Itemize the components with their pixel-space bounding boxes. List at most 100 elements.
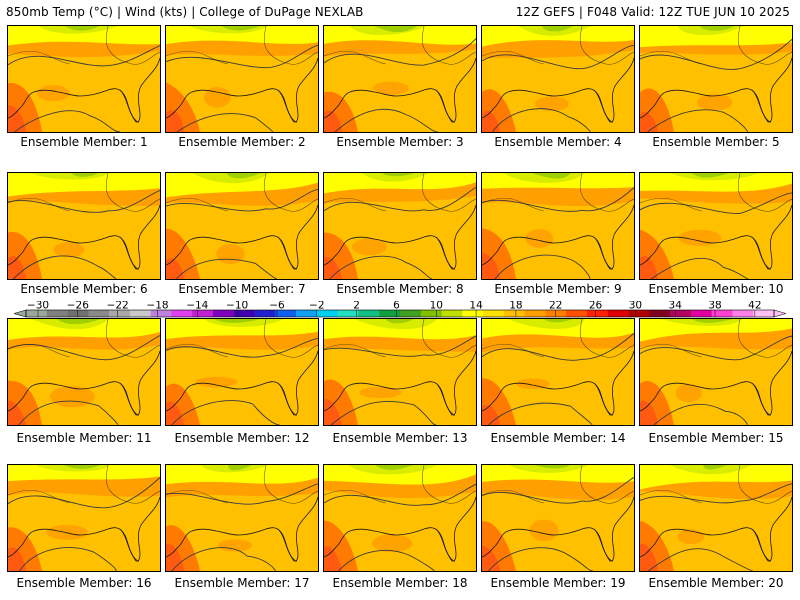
colorbar-swatch [690,310,712,317]
colorbar-swatch [483,310,505,317]
ensemble-member-label: Ensemble Member: 1 [20,135,148,149]
colorbar-swatch [192,310,214,317]
colorbar-swatch [566,310,588,317]
colorbar-swatch [649,310,671,317]
temperature-field [324,319,476,425]
ensemble-member-label: Ensemble Member: 20 [648,576,784,590]
ensemble-member-map [639,464,793,572]
temperature-field [482,26,634,132]
colorbar-swatch [420,310,442,317]
ensemble-member-map [7,25,161,133]
temperature-field [8,26,160,132]
colorbar-swatch [46,310,68,317]
ensemble-member-label: Ensemble Member: 10 [648,282,784,296]
ensemble-member-map [481,172,635,280]
ensemble-member-label: Ensemble Member: 4 [494,135,622,149]
ensemble-member-map [165,464,319,572]
colorbar-swatch [753,310,775,317]
colorbar-tick-label: −14 [186,301,208,312]
colorbar-tick-label: 34 [669,301,683,312]
ensemble-member-label: Ensemble Member: 13 [332,431,468,445]
colorbar-swatch [462,310,484,317]
colorbar-tick-label: −10 [226,301,248,312]
temperature-field [8,319,160,425]
colorbar-swatch [254,310,276,317]
colorbar-tick-label: 10 [430,301,443,312]
temperature-field [8,465,160,571]
colorbar-swatch [316,310,338,317]
ensemble-member-label: Ensemble Member: 8 [336,282,464,296]
temperature-field [640,319,792,425]
model-run-info: 12Z GEFS | F048 Valid: 12Z TUE JUN 10 20… [515,5,790,19]
ensemble-member-label: Ensemble Member: 19 [490,576,626,590]
colorbar-swatch [670,310,692,317]
temperature-field [166,173,318,279]
ensemble-member-label: Ensemble Member: 5 [652,135,780,149]
ensemble-member-map [481,464,635,572]
ensemble-member-label: Ensemble Member: 17 [174,576,310,590]
colorbar-swatch [233,310,255,317]
ensemble-member-label: Ensemble Member: 11 [16,431,152,445]
ensemble-member-map [323,172,477,280]
colorbar-swatch [358,310,380,317]
ensemble-member-map [323,318,477,426]
ensemble-member-map [165,25,319,133]
colorbar-tick-label: −6 [269,301,285,312]
colorbar-swatch [503,310,525,317]
temperature-field [166,26,318,132]
colorbar-swatch [400,310,422,317]
ensemble-member-map [639,318,793,426]
colorbar-tick-label: 22 [549,301,562,312]
colorbar-tick-label: −18 [146,301,168,312]
colorbar-swatch [607,310,629,317]
colorbar-swatch [213,310,235,317]
ensemble-member-label: Ensemble Member: 12 [174,431,310,445]
colorbar-swatch [337,310,359,317]
ensemble-member-label: Ensemble Member: 6 [20,282,148,296]
ensemble-member-map [165,318,319,426]
colorbar-swatch [129,310,151,317]
ensemble-member-label: Ensemble Member: 7 [178,282,306,296]
ensemble-member-label: Ensemble Member: 15 [648,431,784,445]
ensemble-member-map [7,172,161,280]
colorbar-tick-label: 30 [629,301,642,312]
colorbar-swatch [275,310,297,317]
ensemble-member-map [323,464,477,572]
ensemble-member-map [481,318,635,426]
temperature-colorbar: −30 −26 −22 −18 −14 −10 −6 −2 2 6 10 14 18 22 26 30 34 38… [14,301,786,318]
temperature-field [166,319,318,425]
ensemble-member-map [165,172,319,280]
colorbar-tick-label: 2 [353,301,360,312]
ensemble-member-map [323,25,477,133]
ensemble-member-map [7,318,161,426]
colorbar-tick-label: −30 [27,301,49,312]
colorbar-swatch [171,310,193,317]
colorbar-swatch [628,310,650,317]
colorbar-tick-label: −26 [67,301,89,312]
ensemble-member-map [639,25,793,133]
temperature-field [324,465,476,571]
colorbar-min-arrow [14,309,27,318]
colorbar-max-arrow [773,309,786,318]
colorbar-swatch [441,310,463,317]
ensemble-member-label: Ensemble Member: 18 [332,576,468,590]
temperature-field [640,465,792,571]
ensemble-member-label: Ensemble Member: 9 [494,282,622,296]
ensemble-member-map [639,172,793,280]
colorbar-swatch [524,310,546,317]
colorbar-swatch [296,310,318,317]
colorbar-tick-label: 26 [589,301,603,312]
colorbar-swatch [67,310,89,317]
colorbar-tick-label: 42 [748,301,761,312]
temperature-field [8,173,160,279]
ensemble-member-label: Ensemble Member: 2 [178,135,306,149]
ensemble-member-map [7,464,161,572]
colorbar-swatch [26,310,48,317]
map-title: 850mb Temp (°C) | Wind (kts) | College o… [6,5,364,19]
ensemble-member-label: Ensemble Member: 3 [336,135,464,149]
colorbar-swatch [587,310,609,317]
colorbar-swatch [711,310,733,317]
temperature-field [166,465,318,571]
colorbar-tick-label: −2 [309,301,324,312]
colorbar-tick-label: −22 [107,301,129,312]
